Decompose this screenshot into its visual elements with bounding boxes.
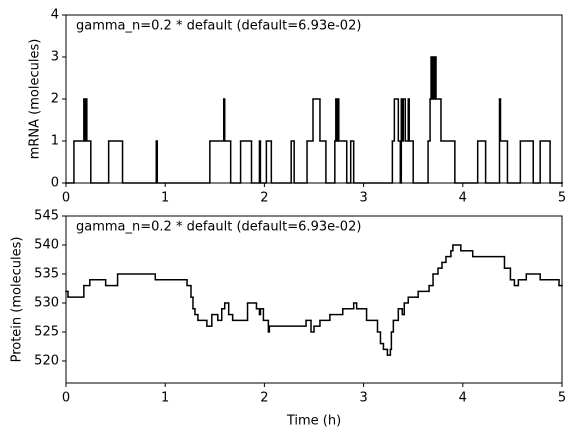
x-tick-label: 4 <box>459 191 467 206</box>
x-tick-label: 3 <box>359 391 367 406</box>
x-tick-label: 2 <box>260 191 268 206</box>
y-tick-label: 530 <box>34 295 59 310</box>
y-tick-label: 2 <box>51 92 59 107</box>
x-tick-label: 0 <box>62 191 70 206</box>
y-tick-label: 1 <box>51 134 59 149</box>
x-tick-label: 5 <box>558 391 566 406</box>
annotation: gamma_n=0.2 * default (default=6.93e-02) <box>76 19 361 34</box>
axes-frame <box>65 215 563 384</box>
annotation: gamma_n=0.2 * default (default=6.93e-02) <box>76 220 361 235</box>
y-tick-label: 545 <box>34 209 59 224</box>
y-tick-label: 525 <box>34 324 59 339</box>
x-tick-label: 4 <box>459 391 467 406</box>
x-tick-label: 5 <box>558 191 566 206</box>
step-riser <box>67 244 560 356</box>
y-tick-label: 0 <box>51 176 59 191</box>
x-tick-label: 1 <box>161 191 169 206</box>
x-tick-label: 1 <box>161 391 169 406</box>
y-tick-label: 3 <box>51 50 59 65</box>
y-tick-label: 540 <box>34 237 59 252</box>
x-tick-label: 0 <box>62 391 70 406</box>
step-riser <box>73 57 551 183</box>
y-axis-label: mRNA (molecules) <box>28 39 43 160</box>
x-tick-label: 2 <box>260 391 268 406</box>
y-tick-label: 4 <box>51 8 59 23</box>
y-tick-label: 535 <box>34 266 59 281</box>
y-tick-label: 520 <box>34 353 59 368</box>
y-axis-label: Protein (molecules) <box>10 237 25 363</box>
x-tick-label: 3 <box>359 191 367 206</box>
x-axis-label: Time (h) <box>286 414 341 429</box>
